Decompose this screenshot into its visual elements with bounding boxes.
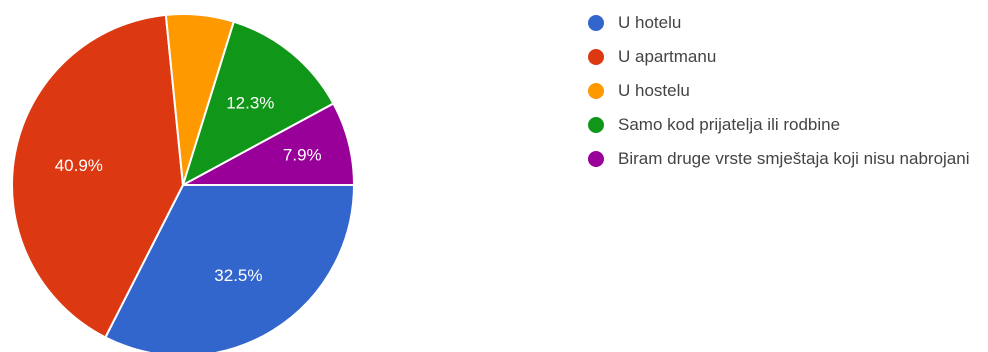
legend-label: U hotelu <box>618 13 682 32</box>
legend-item-u-apartmanu[interactable]: U apartmanu <box>588 46 988 68</box>
legend-dot-icon <box>588 117 604 133</box>
pie-slice-1[interactable] <box>11 13 185 339</box>
legend-dot-icon <box>588 151 604 167</box>
legend-item-prijatelji-rodbina[interactable]: Samo kod prijatelja ili rodbine <box>588 114 988 136</box>
legend-item-druge-vrste[interactable]: Biram druge vrste smještaja koji nisu na… <box>588 148 988 170</box>
legend-label: Samo kod prijatelja ili rodbine <box>618 115 841 134</box>
legend-label: Biram druge vrste smještaja koji nisu na… <box>618 149 970 168</box>
legend-dot-icon <box>588 83 604 99</box>
legend-label: U hostelu <box>618 81 690 100</box>
legend-dot-icon <box>588 49 604 65</box>
legend-label: U apartmanu <box>618 47 717 66</box>
slice-label-0: 32.5% <box>214 266 262 285</box>
slice-label-4: 7.9% <box>283 145 322 164</box>
slice-label-1: 40.9% <box>55 156 103 175</box>
legend: U hotelu U apartmanu U hostelu Samo kod … <box>588 12 988 182</box>
pie-slice-4[interactable] <box>182 102 356 186</box>
slice-label-3: 12.3% <box>226 94 274 113</box>
pie-slice-3[interactable] <box>181 20 335 188</box>
legend-item-u-hostelu[interactable]: U hostelu <box>588 80 988 102</box>
legend-dot-icon <box>588 15 604 31</box>
legend-item-u-hotelu[interactable]: U hotelu <box>588 12 988 34</box>
pie-chart: 32.5% 40.9% 12.3% 7.9% <box>11 13 356 352</box>
pie-slice-0[interactable] <box>104 184 356 352</box>
